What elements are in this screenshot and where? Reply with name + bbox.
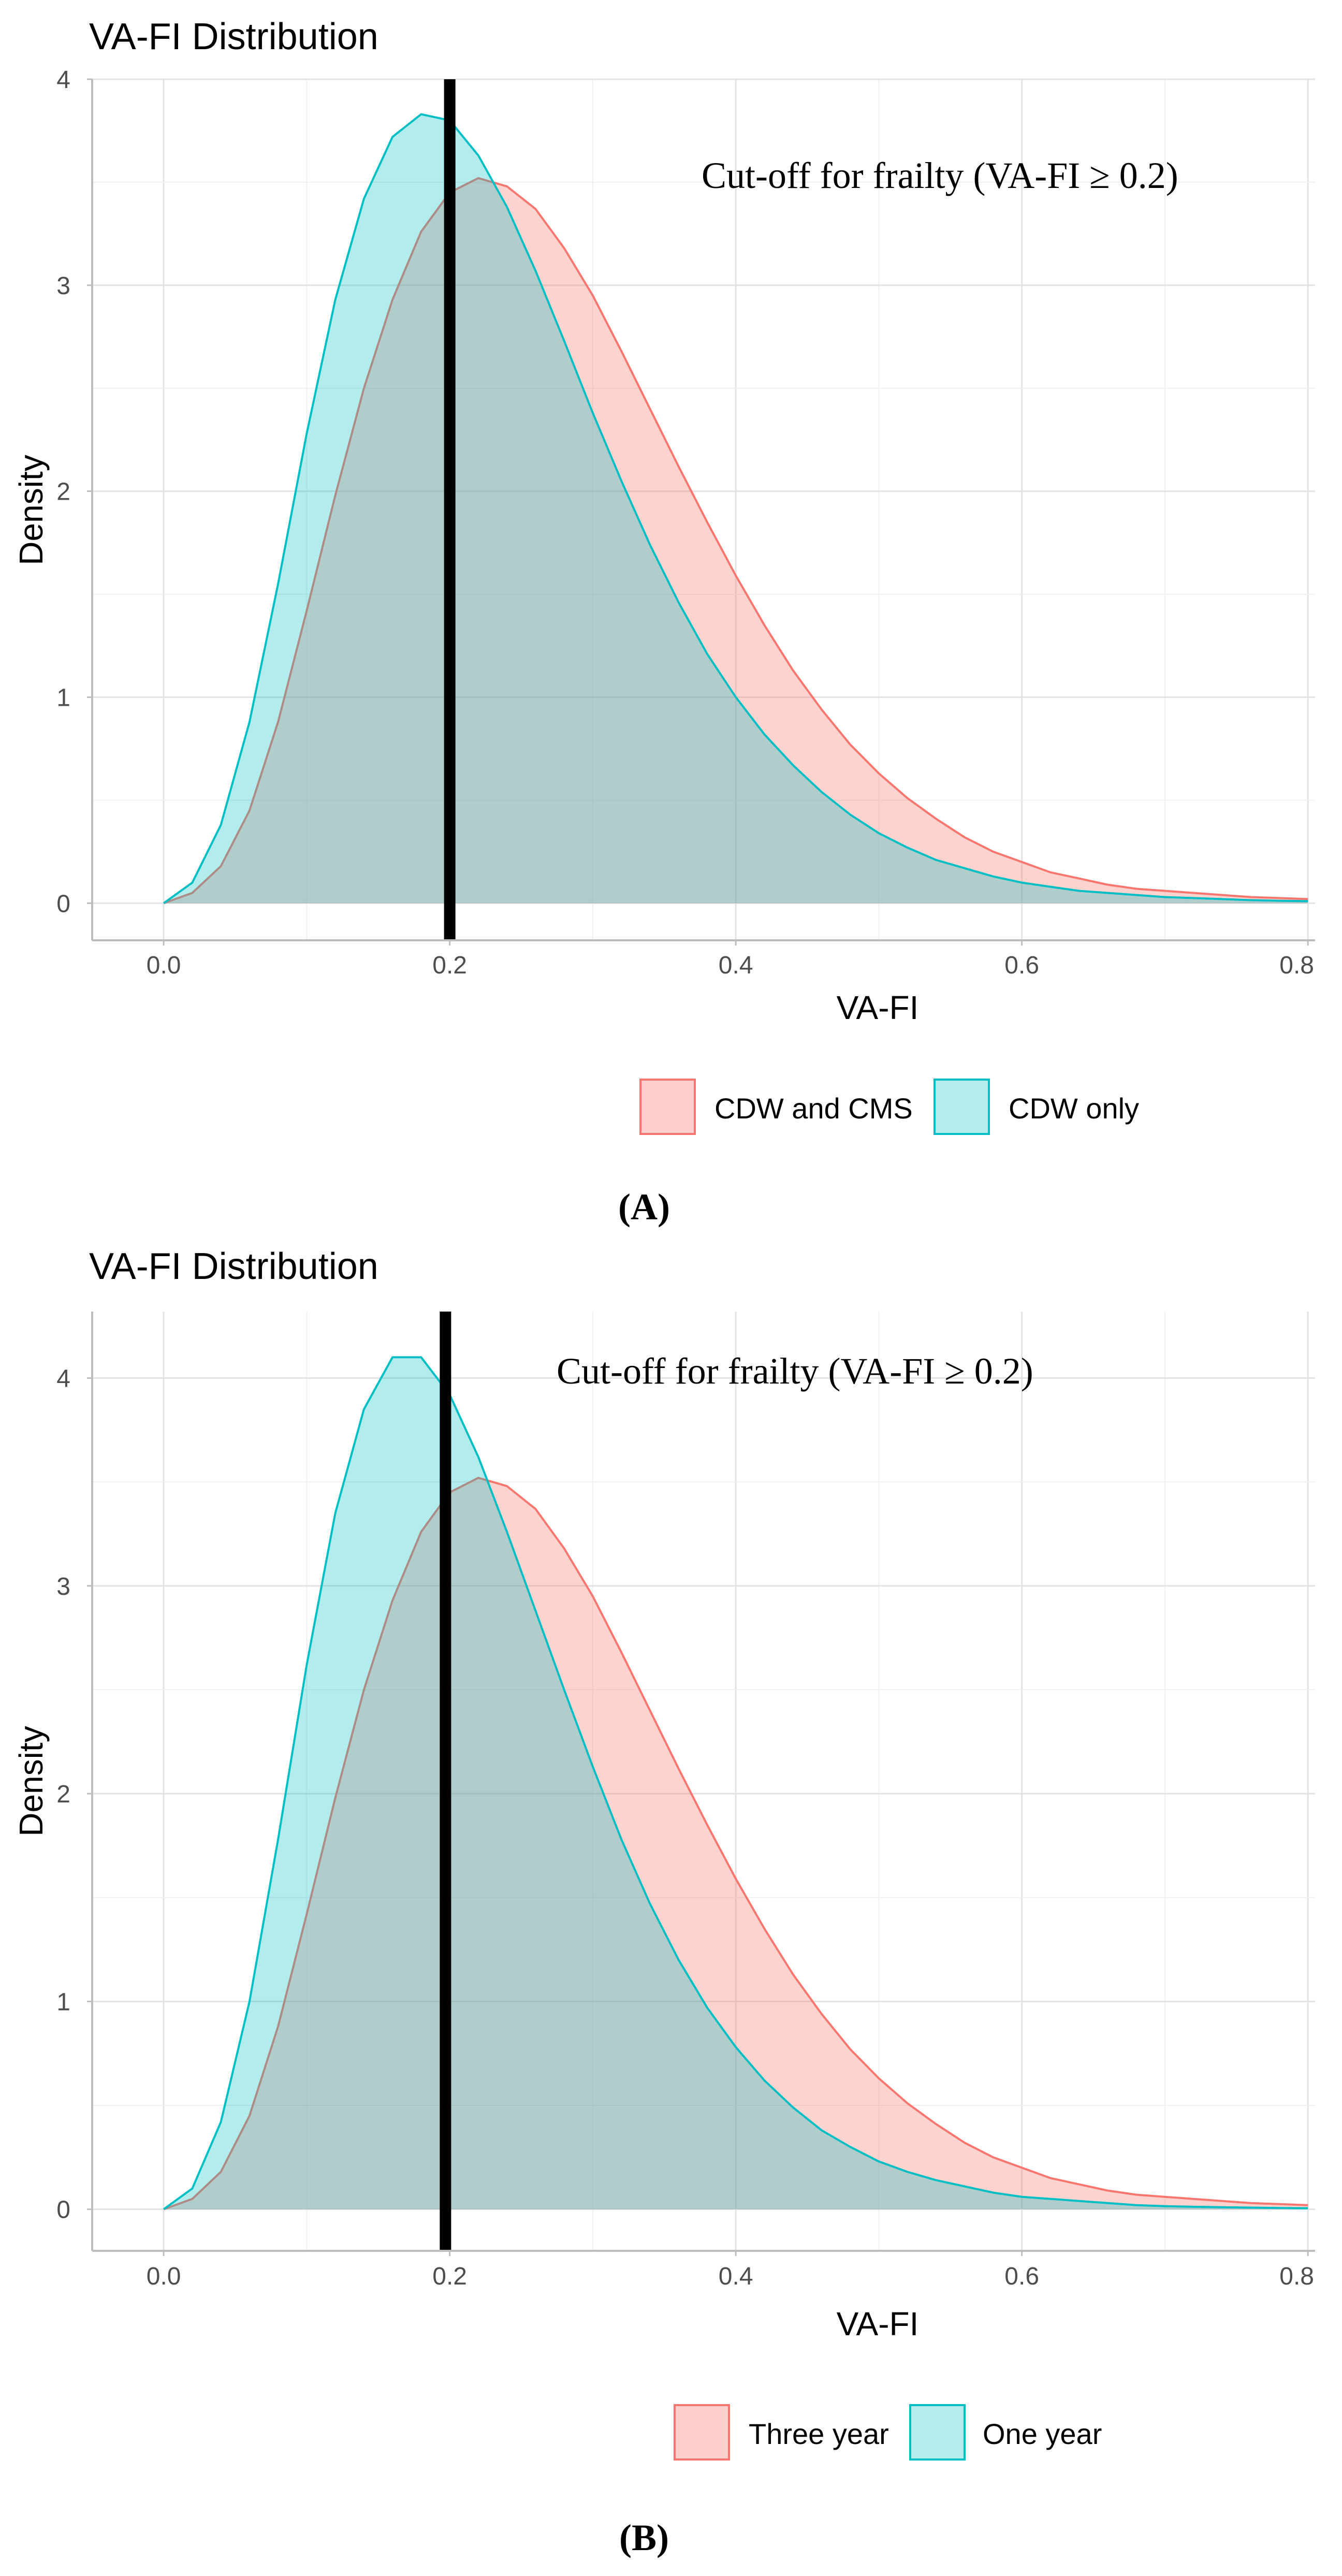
y-tick-label: 1 <box>56 1988 70 2016</box>
plot-background-a <box>92 79 1315 940</box>
chart-title-a: VA-FI Distribution <box>89 16 378 57</box>
legend-b: Three year One year <box>674 2404 1102 2461</box>
legend-label-cdw-and-cms: CDW and CMS <box>714 1092 913 1125</box>
y-axis-title-a: Density <box>12 455 50 565</box>
panel-a: VA-FI Distribution 0.0 0.2 0.4 0.6 0.8 0 1 2 3 4… <box>12 16 1315 1228</box>
legend-label-three-year: Three year <box>749 2418 889 2450</box>
x-tick-label: 0.0 <box>147 952 181 979</box>
grid-b <box>92 1312 1315 2251</box>
x-tick-label: 0.6 <box>1004 952 1039 979</box>
legend-key-cdw-only <box>933 1079 990 1135</box>
x-axis-title-a: VA-FI <box>837 989 919 1026</box>
chart-title-b: VA-FI Distribution <box>89 1246 378 1287</box>
y-tick-label: 2 <box>56 478 70 506</box>
panel-label-b: (B) <box>619 2517 669 2558</box>
density-curve-one-year <box>163 1356 1308 2210</box>
cutoff-annotation-a: Cut-off for frailty (VA-FI ≥ 0.2) <box>702 155 1178 196</box>
y-tick-label: 1 <box>56 685 70 712</box>
x-tick-label: 0.4 <box>719 2263 753 2290</box>
x-tick-label: 0.6 <box>1004 2263 1039 2290</box>
x-tick-label: 0.8 <box>1279 952 1314 979</box>
legend-label-cdw-only: CDW only <box>1009 1092 1139 1125</box>
density-curve-three-year <box>163 1476 1308 2210</box>
panel-label-a: (A) <box>618 1186 670 1228</box>
y-tick-label: 0 <box>56 890 70 918</box>
y-axis-title-b: Density <box>12 1726 50 1836</box>
density-curve-cdw-only <box>163 113 1308 905</box>
panel-b: VA-FI Distribution 0.0 0.2 0.4 0.6 0.8 0 1 2 3 4… <box>12 1246 1315 2558</box>
legend-a: CDW and CMS CDW only <box>639 1079 1139 1135</box>
legend-label-one-year: One year <box>983 2418 1102 2450</box>
y-tick-label: 4 <box>56 1365 70 1392</box>
x-tick-label: 0.0 <box>147 2263 181 2290</box>
y-tick-label: 3 <box>56 272 70 300</box>
legend-key-cdw-and-cms <box>639 1079 696 1135</box>
y-tick-label: 4 <box>56 66 70 94</box>
x-ticks-b: 0.0 0.2 0.4 0.6 0.8 <box>147 2251 1314 2290</box>
x-tick-label: 0.4 <box>719 952 753 979</box>
density-curve-cdw-and-cms <box>163 177 1308 905</box>
y-tick-label: 2 <box>56 1781 70 1808</box>
x-tick-label: 0.8 <box>1279 2263 1314 2290</box>
y-ticks-a: 0 1 2 3 4 <box>56 66 92 918</box>
x-tick-label: 0.2 <box>432 952 467 979</box>
legend-key-one-year <box>909 2404 966 2461</box>
cutoff-annotation-b: Cut-off for frailty (VA-FI ≥ 0.2) <box>557 1350 1033 1392</box>
x-axis-title-b: VA-FI <box>837 2305 919 2342</box>
y-tick-label: 0 <box>56 2196 70 2224</box>
legend-key-three-year <box>674 2404 730 2461</box>
y-ticks-b: 0 1 2 3 4 <box>56 1365 92 2224</box>
x-tick-label: 0.2 <box>432 2263 467 2290</box>
plot-background-b <box>92 1312 1315 2251</box>
y-tick-label: 3 <box>56 1573 70 1600</box>
x-ticks-a: 0.0 0.2 0.4 0.6 0.8 <box>147 940 1314 979</box>
